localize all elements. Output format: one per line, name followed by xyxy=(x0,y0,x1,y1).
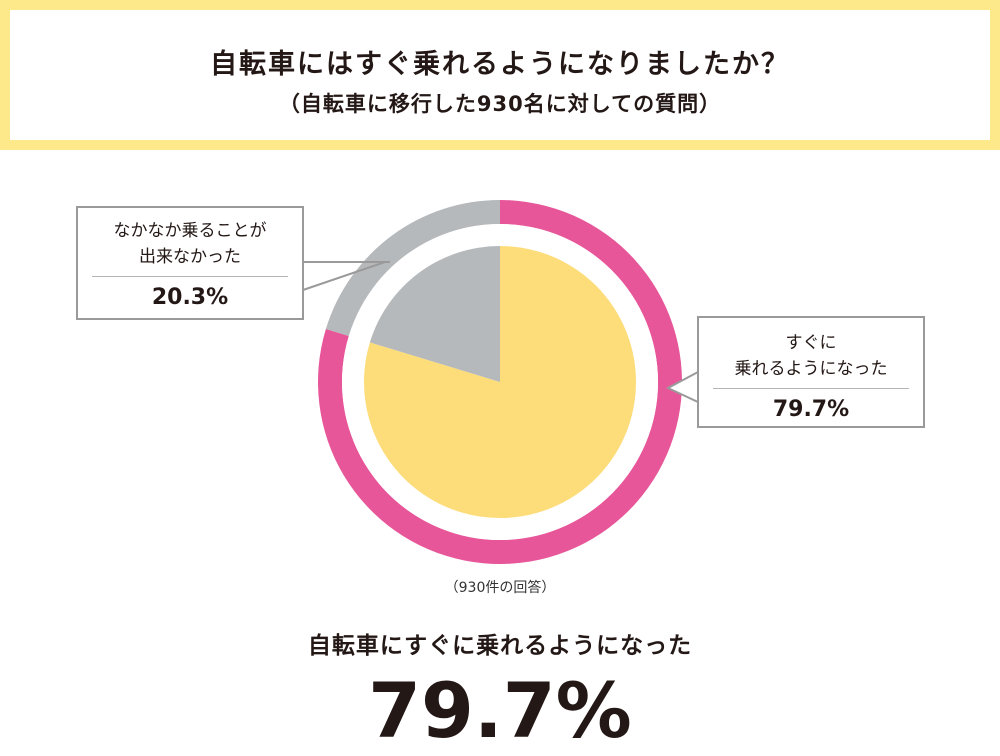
page-subtitle: （自転車に移行した930名に対しての質問） xyxy=(278,92,722,116)
callout-left: なかなか乗ることが 出来なかった 20.3% xyxy=(76,206,304,320)
callout-right-divider xyxy=(713,388,909,389)
callout-right: すぐに 乗れるようになった 79.7% xyxy=(697,316,925,428)
summary-label: 自転車にすぐに乗れるようになった xyxy=(307,633,693,659)
callout-leader-left-tail xyxy=(302,261,386,291)
title-box: 自転車にはすぐ乗れるようになりましたか？ （自転車に移行した930名に対しての質… xyxy=(10,10,990,140)
response-count: （930件の回答） xyxy=(444,580,556,596)
inner-pie xyxy=(363,246,636,518)
callout-left-value: 20.3% xyxy=(151,285,229,310)
pie-slice-not-easily xyxy=(369,246,500,382)
callout-left-divider xyxy=(92,276,288,277)
page-title: 自転車にはすぐ乗れるようになりましたか？ xyxy=(210,49,790,80)
callout-right-value: 79.7% xyxy=(772,397,850,422)
title-band: 自転車にはすぐ乗れるようになりましたか？ （自転車に移行した930名に対しての質… xyxy=(0,0,1000,150)
callout-right-line1: すぐに xyxy=(785,333,837,353)
outer-ring xyxy=(317,200,683,564)
callout-left-line1: なかなか乗ることが xyxy=(113,221,267,241)
summary-value: 79.7% xyxy=(368,666,632,755)
callout-left-line2: 出来なかった xyxy=(139,247,241,267)
outer-slice-not-easily xyxy=(325,200,500,337)
callout-right-line2: 乗れるようになった xyxy=(734,359,888,379)
